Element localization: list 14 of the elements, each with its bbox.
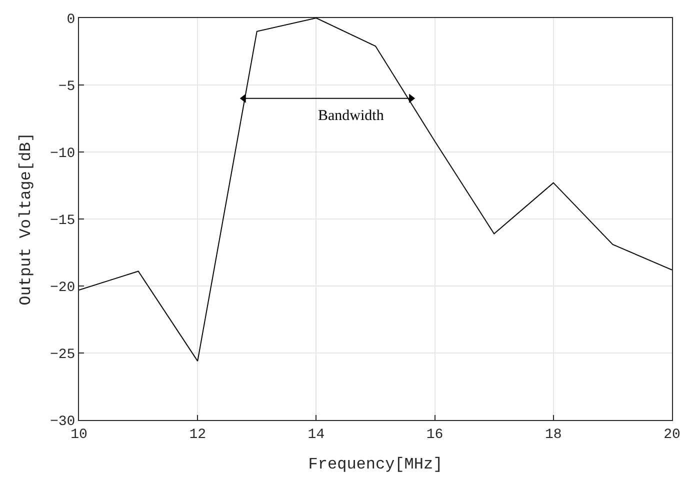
- annotation: Bandwidth: [318, 108, 384, 124]
- y-tick-label: −10: [50, 146, 76, 162]
- x-axis-title: Frequency[MHz]: [308, 456, 443, 474]
- y-tick-label: −5: [58, 78, 76, 95]
- y-axis-title: Output Voltage[dB]: [16, 132, 35, 306]
- y-tick-label: −25: [50, 346, 76, 363]
- x-tick-label: 12: [189, 426, 206, 443]
- x-tick-label: 14: [308, 426, 325, 443]
- x-tick-label: 16: [426, 426, 444, 443]
- y-tick-label: 0: [66, 12, 76, 28]
- x-tick-label: 18: [544, 426, 562, 443]
- x-tick-label: 20: [664, 426, 680, 443]
- y-tick-label: −20: [50, 280, 76, 296]
- y-tick-label: −15: [50, 212, 76, 229]
